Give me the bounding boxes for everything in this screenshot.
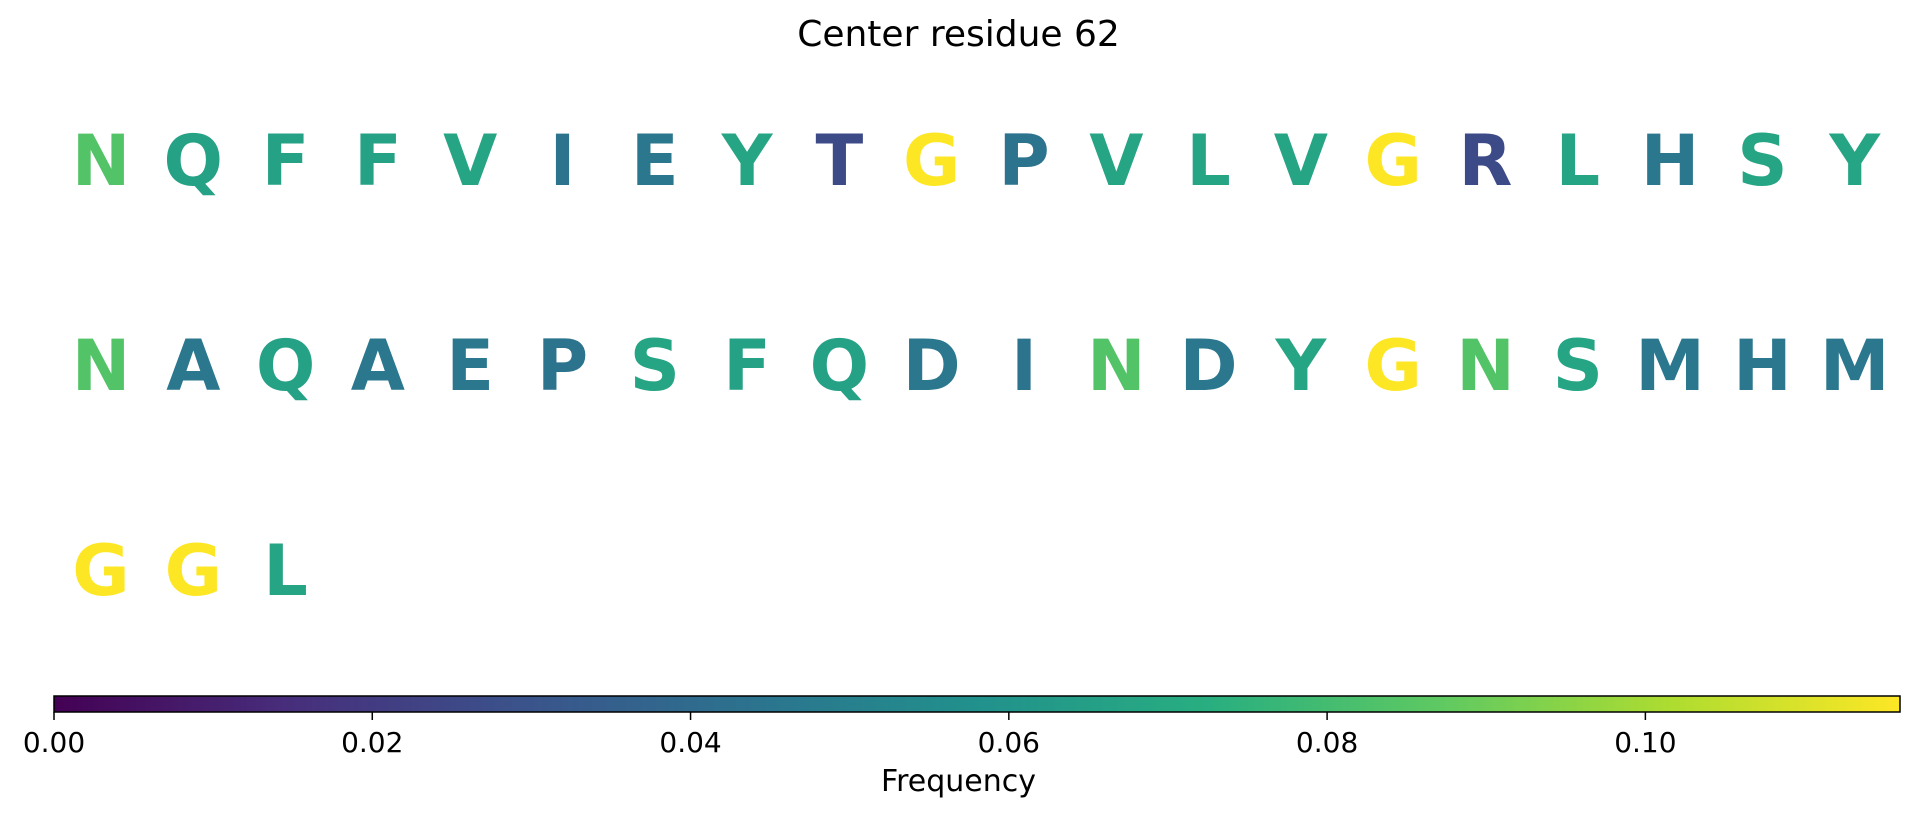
colorbar: 0.00 0.02 0.04 0.06 0.08 0.10 — [23, 695, 1901, 759]
residue-letter: L — [263, 530, 308, 612]
residue-letter: N — [1087, 325, 1146, 407]
residue-letter: Y — [1828, 120, 1881, 202]
residue-letter: F — [723, 325, 771, 407]
residue-letter: Y — [721, 120, 774, 202]
residue-letter: G — [1364, 325, 1421, 407]
residue-letter: P — [998, 120, 1049, 202]
colorbar-tick-label: 0.06 — [978, 726, 1040, 759]
residue-letter: N — [1456, 325, 1515, 407]
chart-title: Center residue 62 — [797, 14, 1120, 55]
residue-letter: V — [443, 120, 497, 202]
residue-letter: L — [1555, 120, 1600, 202]
residue-letter: M — [1635, 325, 1705, 407]
residue-letter: Q — [810, 325, 870, 407]
residue-letter: E — [631, 120, 679, 202]
colorbar-tick-label: 0.10 — [1614, 726, 1676, 759]
colorbar-tick-label: 0.08 — [1296, 726, 1358, 759]
residue-letter: L — [1186, 120, 1231, 202]
residue-letter: A — [351, 325, 405, 407]
residue-letter: Q — [256, 325, 316, 407]
residue-letter: G — [165, 530, 222, 612]
residue-letter: V — [1274, 120, 1328, 202]
residue-letter: H — [1733, 325, 1792, 407]
residue-letter: R — [1459, 120, 1513, 202]
residue-letter: P — [537, 325, 588, 407]
residue-letter: D — [903, 325, 961, 407]
residue-letter: F — [354, 120, 402, 202]
residue-letter: I — [1011, 325, 1037, 407]
residue-letter: G — [903, 120, 960, 202]
residue-letter: N — [72, 120, 131, 202]
colorbar-label: Frequency — [881, 764, 1036, 799]
residue-letter: S — [630, 325, 680, 407]
colorbar-tick-label: 0.04 — [659, 726, 721, 759]
residue-letter: Q — [164, 120, 224, 202]
residue-letter: V — [1089, 120, 1143, 202]
residue-letter: D — [1180, 325, 1238, 407]
residue-letter: H — [1641, 120, 1700, 202]
residue-letter: N — [72, 325, 131, 407]
residue-letter: T — [816, 120, 864, 202]
colorbar-tick-label: 0.02 — [341, 726, 403, 759]
residue-letters: N Q F F V I E Y T G P V L V G R L H S YN A Q A E P S F Q D I N D Y G N S M H M… — [72, 120, 1890, 612]
residue-letter: M — [1820, 325, 1890, 407]
residue-letter: E — [446, 325, 494, 407]
residue-letter: A — [166, 325, 220, 407]
residue-letter: S — [1553, 325, 1603, 407]
colorbar-gradient — [53, 695, 1901, 713]
residue-letter: S — [1737, 120, 1787, 202]
colorbar-tick-label: 0.00 — [23, 726, 85, 759]
residue-letter: I — [549, 120, 575, 202]
residue-letter: G — [72, 530, 129, 612]
residue-letter: G — [1364, 120, 1421, 202]
residue-letter: F — [262, 120, 310, 202]
residue-letter: Y — [1275, 325, 1328, 407]
